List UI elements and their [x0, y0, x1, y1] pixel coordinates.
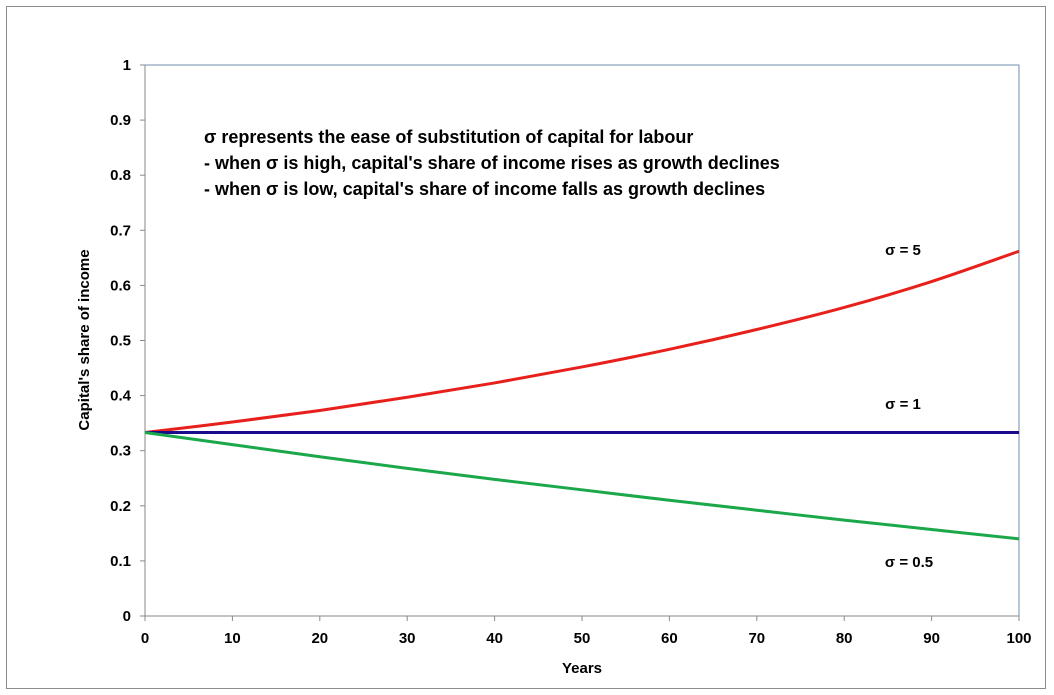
- y-tick-label: 0.9: [110, 112, 131, 129]
- line-chart: 0 0.1 0.2 0.3 0.4 0.5 0.6 0.7 0.8 0.9 1 0 10 20 30 40 5…: [76, 57, 1032, 677]
- x-tick-label: 50: [574, 630, 591, 647]
- y-tick-label: 1: [123, 57, 131, 74]
- y-tick-label: 0.2: [110, 498, 131, 515]
- x-tick-label: 70: [748, 630, 765, 647]
- x-tick-label: 10: [224, 630, 241, 647]
- x-tick-label: 80: [836, 630, 853, 647]
- y-tick-label: 0: [123, 608, 131, 625]
- x-tick-label: 20: [311, 630, 328, 647]
- y-tick-label: 0.1: [110, 553, 131, 570]
- series-label-sigma-0-5: σ = 0.5: [885, 554, 933, 571]
- y-tick-label: 0.4: [110, 388, 132, 405]
- chart-frame: 0 0.1 0.2 0.3 0.4 0.5 0.6 0.7 0.8 0.9 1 0 10 20 30 40 5…: [6, 6, 1046, 689]
- x-tick-label: 100: [1006, 630, 1031, 647]
- y-tick-label: 0.7: [110, 222, 131, 239]
- plot-area: [144, 64, 1020, 617]
- series-label-sigma-1: σ = 1: [885, 396, 921, 413]
- y-tick-label: 0.6: [110, 277, 131, 294]
- x-axis-title: Years: [562, 660, 602, 677]
- y-tick-label: 0.5: [110, 333, 131, 350]
- x-tick-label: 30: [399, 630, 416, 647]
- series-line-sigma-5: [144, 249, 1020, 435]
- x-tick-label: 90: [923, 630, 940, 647]
- y-tick-label: 0.3: [110, 443, 131, 460]
- annotation-line-1: σ represents the ease of substitution of…: [204, 127, 693, 147]
- x-tick-label: 0: [141, 630, 149, 647]
- x-tick-label: 40: [486, 630, 503, 647]
- series-label-sigma-5: σ = 5: [885, 242, 921, 259]
- y-axis-title: Capital's share of income: [76, 249, 93, 430]
- x-tick-label: 60: [661, 630, 678, 647]
- series-line-sigma-0-5: [144, 431, 1020, 541]
- annotation-line-2: - when σ is high, capital's share of inc…: [204, 153, 780, 173]
- y-tick-label: 0.8: [110, 167, 131, 184]
- annotation-line-3: - when σ is low, capital's share of inco…: [204, 179, 765, 199]
